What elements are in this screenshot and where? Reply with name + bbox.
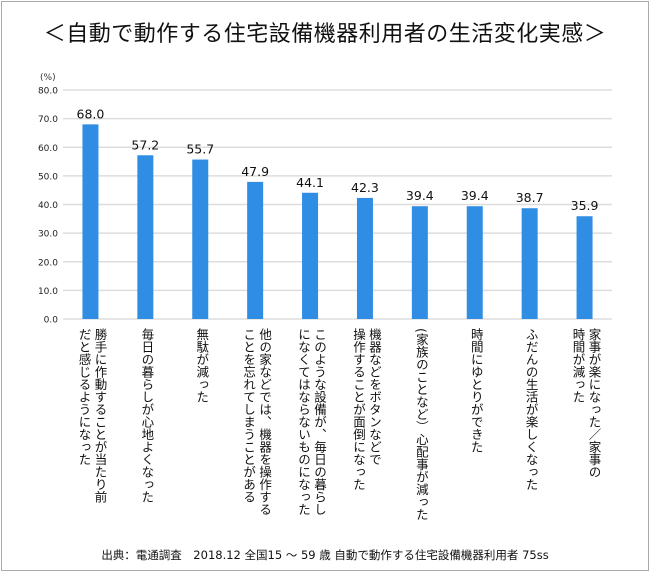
bar xyxy=(466,206,483,319)
chart-title: ＜自動で動作する住宅設備機器利用者の生活変化実感＞ xyxy=(43,22,607,47)
data-label: 39.4 xyxy=(406,188,434,203)
category-label: 時間にゆとりができた xyxy=(468,328,484,453)
y-tick-label: 40.0 xyxy=(38,201,58,211)
bar xyxy=(192,159,209,319)
y-tick-label: 50.0 xyxy=(38,172,58,182)
y-tick-label: 60.0 xyxy=(38,144,58,154)
data-label: 38.7 xyxy=(516,190,544,205)
data-label: 42.3 xyxy=(351,180,379,195)
bar xyxy=(411,206,428,319)
y-tick-label: 10.0 xyxy=(38,287,58,297)
category-label: このような設備が、毎日の暮らし になくてはならないものになった xyxy=(296,328,328,516)
bar xyxy=(137,155,154,319)
y-tick-label: 0.0 xyxy=(44,316,59,326)
data-label: 35.9 xyxy=(571,198,599,213)
data-label: 47.9 xyxy=(241,164,269,179)
data-label: 57.2 xyxy=(131,137,159,152)
bar xyxy=(356,197,373,319)
y-tick-label: 30.0 xyxy=(38,230,58,240)
category-label: 機器などをボタンなどで 操作することが面倒になった xyxy=(350,328,382,491)
data-label: 68.0 xyxy=(77,106,105,121)
category-label: 無駄が減った xyxy=(194,328,210,403)
y-tick-label: 70.0 xyxy=(38,115,58,125)
y-tick-label: 20.0 xyxy=(38,258,58,268)
category-label: (家族のことなど）心配事が減った xyxy=(413,328,429,521)
data-label: 55.7 xyxy=(186,142,214,157)
data-label: 44.1 xyxy=(296,175,324,190)
category-label: 毎日の暮らしが心地よくなった xyxy=(139,328,155,503)
bar xyxy=(302,192,319,319)
bar xyxy=(521,208,538,319)
category-label: 勝手に作動することが当たり前 だと感じるようになった xyxy=(76,328,108,503)
source-footer: 出典：電通調査 2018.12 全国15 ～ 59 歳 自動で動作する住宅設備機… xyxy=(101,548,549,562)
data-label: 39.4 xyxy=(461,188,489,203)
category-label: 家事が楽になった／家事の 時間が減った xyxy=(570,328,602,478)
y-tick-label: 80.0 xyxy=(38,87,58,97)
category-label: 他の家などでは、機器を操作する ことを忘れてしまうことがある xyxy=(241,328,273,516)
y-axis-unit: (%) xyxy=(40,73,56,83)
category-label: ふだんの生活が楽しくなった xyxy=(523,328,539,491)
bar xyxy=(247,181,264,319)
bar xyxy=(82,124,99,319)
bar xyxy=(576,216,593,319)
